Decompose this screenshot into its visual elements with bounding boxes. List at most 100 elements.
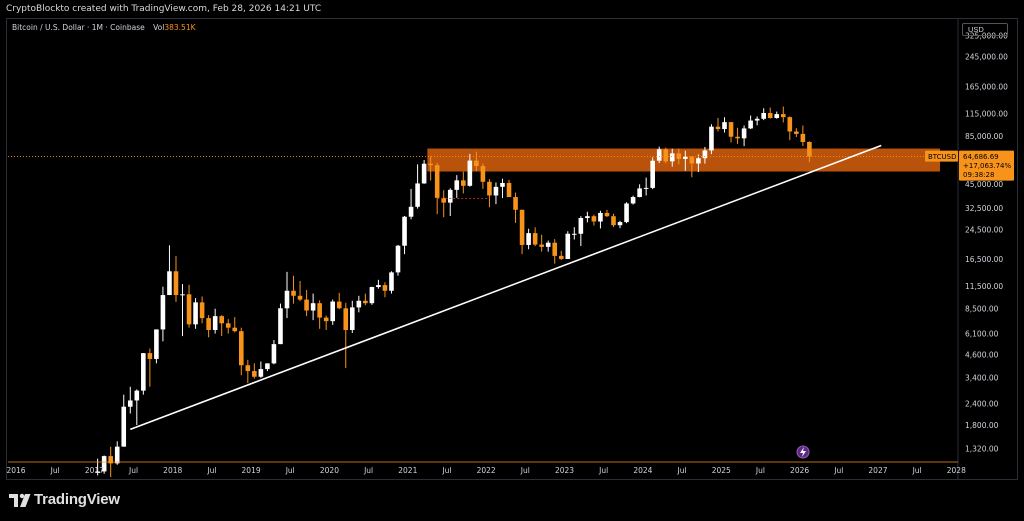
candle-body[interactable] <box>794 131 799 134</box>
candle-body[interactable] <box>127 400 133 407</box>
candle-body[interactable] <box>141 353 146 391</box>
candle-body[interactable] <box>474 160 479 167</box>
candle-body[interactable] <box>526 233 531 245</box>
candle-body[interactable] <box>487 181 492 196</box>
candle-body[interactable] <box>336 301 342 309</box>
candle-body[interactable] <box>467 160 473 186</box>
candle-body[interactable] <box>193 302 198 325</box>
candle-body[interactable] <box>637 188 642 198</box>
candle-body[interactable] <box>95 471 100 473</box>
candle-body[interactable] <box>656 149 662 161</box>
candle-body[interactable] <box>134 390 140 401</box>
candle-body[interactable] <box>598 212 603 222</box>
candle-body[interactable] <box>454 180 460 190</box>
candle-body[interactable] <box>180 294 185 296</box>
candle-body[interactable] <box>271 344 277 364</box>
candle-body[interactable] <box>389 272 394 291</box>
candle-body[interactable] <box>611 216 616 226</box>
candle-body[interactable] <box>689 156 695 164</box>
candle-body[interactable] <box>219 316 224 324</box>
candle-body[interactable] <box>343 308 349 330</box>
candle-body[interactable] <box>617 222 623 226</box>
candle-body[interactable] <box>258 369 264 377</box>
candle-body[interactable] <box>696 158 701 164</box>
candle-body[interactable] <box>186 294 192 325</box>
candle-body[interactable] <box>408 206 414 217</box>
candle-body[interactable] <box>114 446 120 464</box>
candle-body[interactable] <box>441 197 447 203</box>
candle-body[interactable] <box>291 290 296 296</box>
candle-body[interactable] <box>643 187 649 189</box>
candle-body[interactable] <box>545 242 551 247</box>
candle-body[interactable] <box>683 156 688 159</box>
candle-body[interactable] <box>780 114 786 118</box>
candle-body[interactable] <box>323 317 329 322</box>
candle-body[interactable] <box>421 163 427 184</box>
candle-body[interactable] <box>630 197 636 204</box>
candle-body[interactable] <box>669 153 675 162</box>
candle-body[interactable] <box>415 183 420 207</box>
candle-body[interactable] <box>304 299 309 311</box>
candle-body[interactable] <box>624 203 629 223</box>
candle-body[interactable] <box>461 180 466 186</box>
candle-body[interactable] <box>480 166 486 182</box>
candle-body[interactable] <box>702 150 708 159</box>
candle-body[interactable] <box>539 244 544 247</box>
candle-body[interactable] <box>767 112 773 119</box>
candle-body[interactable] <box>212 316 218 330</box>
candle-body[interactable] <box>578 218 584 234</box>
candle-body[interactable] <box>532 233 538 245</box>
candle-body[interactable] <box>506 182 512 198</box>
candle-body[interactable] <box>591 216 597 222</box>
candle-body[interactable] <box>500 182 505 187</box>
candle-body[interactable] <box>252 371 257 377</box>
candle-body[interactable] <box>108 456 113 464</box>
candle-body[interactable] <box>369 287 375 304</box>
candle-body[interactable] <box>278 308 283 345</box>
candle-body[interactable] <box>225 323 231 328</box>
candle-body[interactable] <box>728 122 734 137</box>
candle-body[interactable] <box>722 122 727 130</box>
candle-body[interactable] <box>807 141 812 157</box>
candle-body[interactable] <box>604 212 610 217</box>
candle-body[interactable] <box>787 117 793 132</box>
candle-body[interactable] <box>663 149 669 162</box>
candle-body[interactable] <box>650 160 655 188</box>
candle-body[interactable] <box>245 365 251 372</box>
candle-body[interactable] <box>748 120 753 129</box>
candle-body[interactable] <box>297 295 303 300</box>
candle-body[interactable] <box>265 363 270 370</box>
candle-body[interactable] <box>330 301 336 322</box>
candle-body[interactable] <box>800 133 806 142</box>
candle-body[interactable] <box>199 302 205 319</box>
tradingview-brand[interactable]: TradingView <box>9 491 120 508</box>
candle-body[interactable] <box>284 290 290 309</box>
candle-body[interactable] <box>572 233 577 235</box>
candle-body[interactable] <box>349 307 355 330</box>
candle-body[interactable] <box>101 456 107 472</box>
candle-body[interactable] <box>493 186 499 196</box>
candle-body[interactable] <box>676 153 682 159</box>
candle-body[interactable] <box>709 126 714 151</box>
candle-body[interactable] <box>585 216 590 219</box>
candle-body[interactable] <box>552 242 558 256</box>
candle-body[interactable] <box>395 245 401 273</box>
candle-body[interactable] <box>447 189 453 203</box>
candle-body[interactable] <box>173 271 179 296</box>
candle-body[interactable] <box>558 255 564 259</box>
candle-body[interactable] <box>715 126 721 130</box>
candle-body[interactable] <box>356 300 362 308</box>
candle-body[interactable] <box>206 318 211 330</box>
candle-body[interactable] <box>238 331 244 366</box>
support-trendline[interactable] <box>129 144 882 431</box>
candle-body[interactable] <box>382 285 388 291</box>
candle-body[interactable] <box>310 303 316 311</box>
currency-selector[interactable]: USD <box>962 23 1008 36</box>
candle-body[interactable] <box>434 165 440 198</box>
candle-body[interactable] <box>154 329 159 359</box>
candle-body[interactable] <box>741 128 747 139</box>
candle-body[interactable] <box>774 114 780 119</box>
candle-body[interactable] <box>519 209 525 245</box>
candle-body[interactable] <box>232 327 238 332</box>
